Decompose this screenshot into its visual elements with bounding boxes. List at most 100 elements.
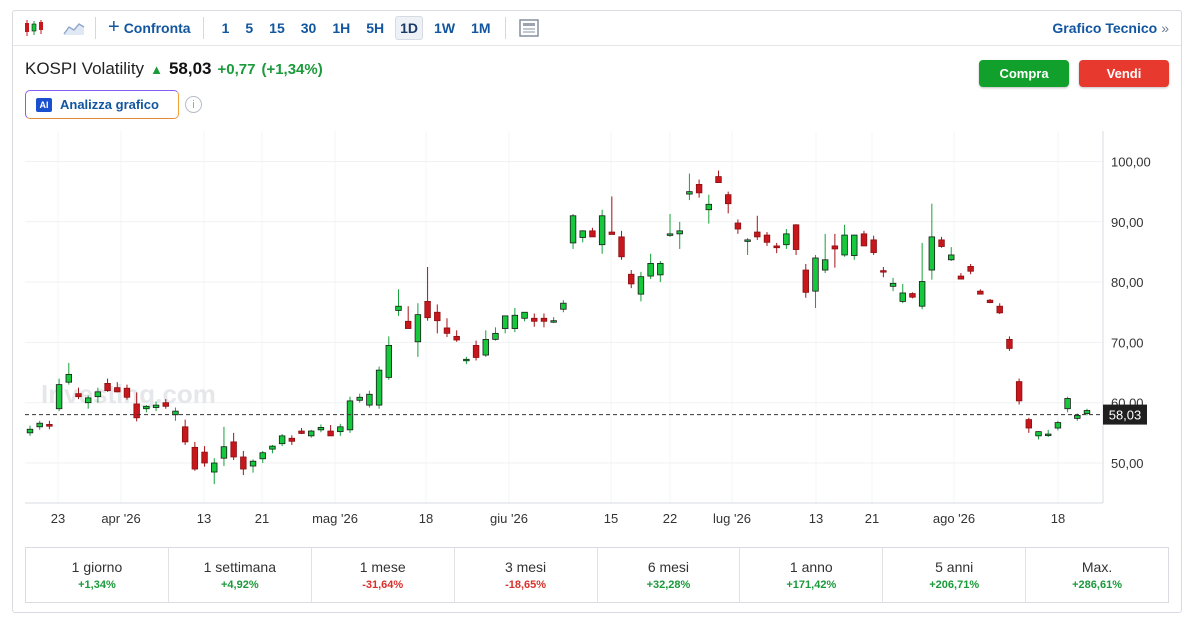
candle[interactable] — [831, 233, 839, 268]
candle[interactable] — [676, 221, 683, 249]
candle[interactable] — [278, 434, 286, 447]
candle[interactable] — [327, 425, 334, 437]
candle[interactable] — [967, 264, 974, 275]
candle[interactable] — [249, 459, 257, 473]
performance-cell[interactable]: 1 settimana +4,92% — [169, 548, 312, 602]
candle[interactable] — [308, 429, 315, 438]
candle[interactable] — [104, 378, 111, 392]
candle[interactable] — [162, 399, 169, 409]
candle[interactable] — [511, 308, 519, 333]
candle[interactable] — [133, 392, 140, 422]
candle[interactable] — [46, 420, 53, 430]
timeframe-1h[interactable]: 1H — [332, 20, 351, 36]
timeframe-5[interactable]: 5 — [245, 20, 254, 36]
candle[interactable] — [220, 426, 228, 467]
candle[interactable] — [298, 428, 305, 435]
candle[interactable] — [453, 330, 460, 342]
candlestick-chart-icon[interactable] — [21, 16, 47, 40]
candle[interactable] — [889, 277, 897, 292]
candle[interactable] — [647, 253, 654, 280]
compare-button[interactable]: + Confronta — [104, 17, 195, 37]
candle[interactable] — [841, 224, 848, 257]
candle[interactable] — [288, 435, 296, 445]
candle[interactable] — [821, 233, 829, 274]
analyze-chart-button[interactable]: AI Analizza grafico — [25, 90, 179, 119]
candle[interactable] — [608, 196, 616, 235]
candle[interactable] — [492, 327, 499, 341]
candle[interactable] — [598, 209, 606, 254]
candle[interactable] — [938, 236, 945, 248]
candle[interactable] — [521, 311, 528, 322]
candle[interactable] — [1015, 378, 1023, 405]
candle[interactable] — [686, 173, 693, 201]
performance-cell[interactable]: 6 mesi +32,28% — [598, 548, 741, 602]
candle[interactable] — [414, 303, 422, 357]
candle[interactable] — [812, 254, 819, 309]
candle[interactable] — [1083, 408, 1091, 416]
candle[interactable] — [201, 446, 208, 467]
timeframe-30[interactable]: 30 — [300, 20, 317, 36]
performance-cell[interactable]: 1 mese -31,64% — [312, 548, 455, 602]
candle[interactable] — [802, 264, 809, 298]
technical-chart-link[interactable]: Grafico Tecnico» — [1052, 20, 1169, 36]
candle[interactable] — [75, 387, 82, 400]
candle[interactable] — [657, 260, 664, 283]
candle[interactable] — [579, 230, 586, 243]
performance-cell[interactable]: 3 mesi -18,65% — [455, 548, 598, 602]
candle[interactable] — [928, 203, 936, 280]
timeframe-5h[interactable]: 5H — [366, 20, 385, 36]
candle[interactable] — [734, 219, 742, 234]
candle[interactable] — [851, 234, 858, 260]
candle[interactable] — [1006, 336, 1013, 351]
candle[interactable] — [560, 300, 567, 313]
candle[interactable] — [783, 229, 790, 249]
candle[interactable] — [531, 313, 538, 327]
candle[interactable] — [666, 213, 674, 237]
price-chart[interactable]: Investing.com100,0090,0080,0070,0060,005… — [13, 131, 1181, 541]
candle[interactable] — [211, 458, 218, 485]
candle[interactable] — [65, 362, 72, 385]
candle[interactable] — [337, 423, 344, 436]
candle[interactable] — [870, 235, 877, 255]
candle[interactable] — [909, 292, 916, 299]
buy-button[interactable]: Compra — [979, 60, 1069, 87]
timeframe-15[interactable]: 15 — [269, 20, 285, 36]
candle[interactable] — [143, 405, 150, 413]
candle[interactable] — [317, 424, 325, 433]
timeframe-1[interactable]: 1 — [221, 20, 230, 36]
candle[interactable] — [705, 194, 713, 224]
candle[interactable] — [695, 179, 703, 198]
candle[interactable] — [26, 425, 34, 436]
candle[interactable] — [996, 303, 1003, 315]
performance-cell[interactable]: 5 anni +206,71% — [883, 548, 1027, 602]
candle[interactable] — [977, 289, 984, 295]
candle[interactable] — [463, 356, 470, 365]
candle[interactable] — [899, 283, 906, 304]
candle[interactable] — [434, 304, 441, 334]
candle[interactable] — [366, 390, 373, 408]
candle[interactable] — [240, 450, 247, 476]
candle[interactable] — [860, 230, 868, 247]
candle[interactable] — [1035, 431, 1042, 440]
candle[interactable] — [618, 230, 625, 260]
candle[interactable] — [55, 378, 63, 412]
candle[interactable] — [1045, 429, 1052, 438]
candle[interactable] — [1064, 396, 1071, 413]
candle[interactable] — [424, 267, 431, 321]
candle[interactable] — [356, 393, 363, 403]
candle[interactable] — [259, 450, 266, 463]
candle[interactable] — [443, 318, 451, 337]
candle[interactable] — [404, 306, 412, 329]
candle[interactable] — [725, 191, 732, 214]
candle[interactable] — [792, 224, 800, 255]
candle[interactable] — [569, 213, 577, 249]
candle[interactable] — [152, 401, 160, 412]
candle[interactable] — [114, 382, 121, 393]
candle[interactable] — [763, 232, 771, 246]
performance-cell[interactable]: 1 giorno +1,34% — [26, 548, 169, 602]
performance-cell[interactable]: 1 anno +171,42% — [740, 548, 884, 602]
candle[interactable] — [191, 441, 199, 471]
candle[interactable] — [94, 387, 102, 403]
candle[interactable] — [628, 270, 635, 289]
candle[interactable] — [986, 298, 994, 304]
